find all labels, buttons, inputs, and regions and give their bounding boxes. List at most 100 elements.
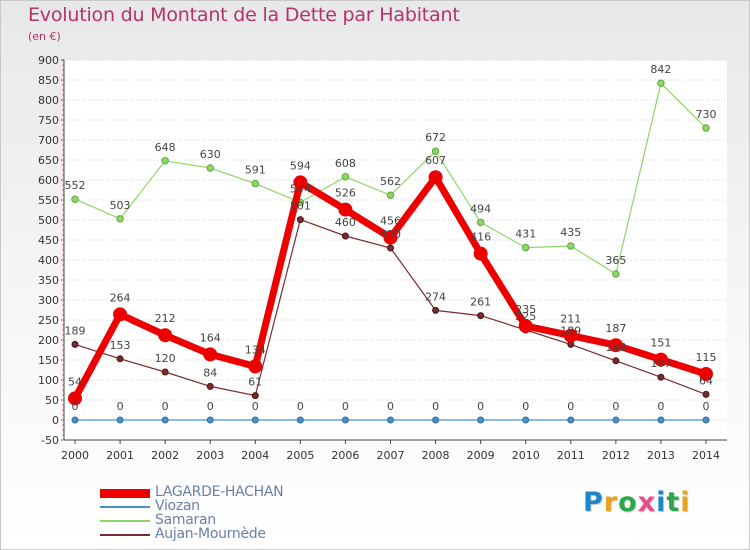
data-label: 591: [245, 164, 266, 177]
y-tick-label: 50: [45, 394, 59, 407]
data-label: 0: [703, 400, 710, 413]
series-point-2: [206, 164, 214, 172]
series-point-3: [341, 232, 349, 240]
y-tick-label: 0: [52, 414, 59, 427]
series-point-3: [432, 306, 440, 314]
series-point-0: [248, 359, 263, 374]
series-point-0: [699, 367, 713, 381]
series-point-1: [296, 416, 304, 424]
series-point-3: [702, 390, 710, 398]
y-tick-label: 900: [38, 54, 59, 67]
data-label: 435: [560, 226, 581, 239]
legend-swatch: [100, 506, 150, 508]
series-point-0: [428, 170, 443, 185]
series-point-3: [71, 340, 79, 348]
series-point-0: [113, 307, 128, 322]
series-point-0: [293, 175, 308, 190]
x-tick-label: 2011: [557, 449, 585, 462]
series-point-1: [116, 416, 124, 424]
series-point-0: [608, 338, 623, 353]
series-point-0: [203, 347, 218, 362]
data-label: 61: [248, 376, 262, 389]
series-point-2: [251, 179, 259, 188]
data-label: 460: [335, 216, 356, 229]
series-point-2: [612, 270, 620, 278]
data-label: 64: [699, 374, 713, 387]
x-tick-label: 2008: [422, 449, 450, 462]
data-label: 365: [605, 254, 626, 267]
series-point-2: [161, 157, 169, 165]
series-point-1: [206, 416, 214, 424]
series-point-3: [296, 216, 304, 224]
data-label: 164: [200, 331, 221, 344]
series-point-2: [567, 242, 575, 250]
series-point-3: [161, 368, 169, 376]
y-tick-label: 700: [38, 134, 59, 147]
data-label: 84: [203, 366, 217, 379]
series-point-2: [522, 243, 530, 252]
data-label: 235: [515, 303, 536, 316]
data-label: 0: [477, 400, 484, 413]
data-label: 501: [290, 200, 311, 213]
y-tick-label: 600: [38, 174, 59, 187]
plot-area: [64, 60, 727, 440]
series-point-1: [567, 416, 575, 424]
data-label: 151: [650, 337, 671, 350]
data-label: 0: [522, 400, 529, 413]
x-tick-label: 2012: [602, 449, 630, 462]
series-point-2: [702, 124, 710, 132]
data-label: 115: [696, 351, 717, 364]
chart-title: Evolution du Montant de la Dette par Hab…: [28, 4, 460, 26]
series-point-1: [251, 416, 259, 424]
x-tick-label: 2006: [331, 449, 359, 462]
chart-subtitle: (en €): [28, 30, 61, 43]
legend-swatch: [100, 534, 150, 536]
series-point-1: [387, 416, 394, 424]
series-point-2: [341, 173, 350, 181]
data-label: 544: [290, 182, 311, 195]
data-label: 107: [650, 357, 671, 370]
data-label: 416: [470, 231, 491, 244]
data-label: 494: [470, 202, 491, 215]
series-point-1: [161, 416, 169, 424]
data-label: 630: [200, 148, 221, 161]
series-point-3: [477, 312, 485, 320]
data-label: 54: [68, 375, 82, 388]
series-point-2: [116, 215, 124, 223]
y-tick-label: 450: [38, 234, 59, 247]
legend-swatch: [100, 520, 150, 522]
data-label: 264: [110, 291, 131, 304]
data-label: 648: [155, 141, 176, 154]
data-label: 212: [155, 312, 176, 325]
series-point-2: [71, 195, 79, 203]
data-label: 594: [290, 159, 311, 172]
data-label: 211: [560, 313, 581, 326]
legend-label: Samaran: [155, 512, 216, 528]
data-label: 0: [387, 400, 394, 413]
series-point-0: [653, 352, 668, 367]
y-tick-label: 100: [38, 374, 59, 387]
data-label: 189: [560, 324, 581, 337]
y-tick-label: 200: [38, 334, 59, 347]
data-label: 608: [335, 157, 356, 170]
data-label: 607: [425, 154, 446, 167]
data-label: 0: [252, 400, 259, 413]
series-point-1: [612, 416, 620, 424]
series-point-3: [387, 244, 394, 252]
y-tick-label: 500: [38, 214, 59, 227]
data-label: 730: [696, 108, 717, 121]
series-point-3: [612, 357, 620, 365]
series-point-3: [206, 382, 214, 390]
data-label: 225: [515, 310, 536, 323]
data-label: 526: [335, 187, 356, 200]
data-label: 456: [380, 215, 401, 228]
x-tick-label: 2007: [377, 449, 405, 462]
data-label: 0: [162, 400, 169, 413]
y-tick-label: 250: [38, 314, 59, 327]
x-tick-label: 2014: [692, 449, 720, 462]
series-point-0: [518, 319, 533, 333]
series-point-2: [386, 191, 395, 199]
series-point-0: [563, 328, 578, 343]
y-tick-label: 400: [38, 254, 59, 267]
